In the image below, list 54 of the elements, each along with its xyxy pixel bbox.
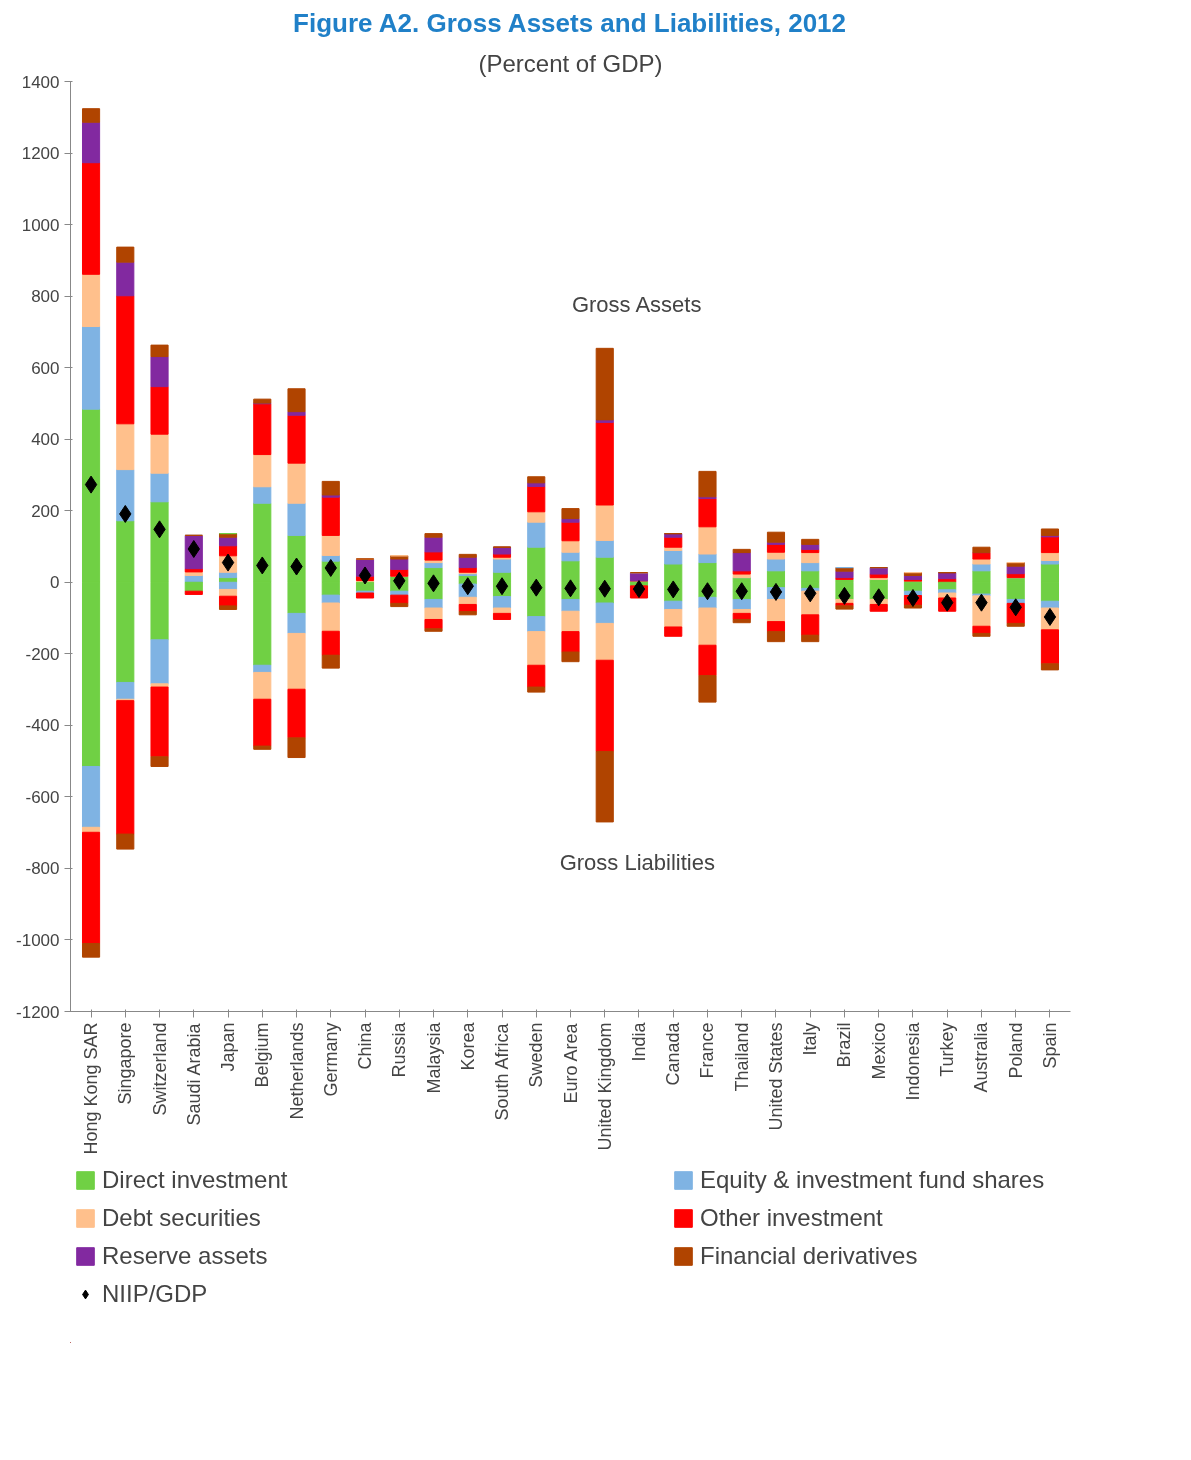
x-tick-label: India bbox=[628, 1021, 649, 1062]
x-tick-label: United Kingdom bbox=[594, 1022, 615, 1151]
legend-label: Direct investment bbox=[102, 1166, 289, 1194]
x-tick-label: Australia bbox=[971, 1021, 992, 1093]
legend-label: Financial derivatives bbox=[700, 1242, 919, 1270]
y-tick-label: -600 bbox=[25, 787, 60, 807]
y-tick-label: 1400 bbox=[21, 72, 60, 92]
x-tick-label: Japan bbox=[218, 1022, 239, 1072]
x-tick-label: Canada bbox=[663, 1021, 684, 1086]
y-tick-label: 600 bbox=[31, 358, 60, 378]
y-tick-label: 200 bbox=[31, 501, 60, 521]
x-tick-label: Saudi Arabia bbox=[183, 1022, 204, 1126]
x-tick-label: Turkey bbox=[937, 1022, 958, 1077]
x-tick-label: Hong Kong SAR bbox=[81, 1022, 102, 1155]
x-tick-label: Brazil bbox=[834, 1022, 855, 1068]
legend-label: NIIP/GDP bbox=[102, 1280, 209, 1308]
x-tick-label: Thailand bbox=[731, 1022, 752, 1092]
y-tick-label: 0 bbox=[50, 573, 60, 593]
legend-label: Equity & investment fund shares bbox=[700, 1166, 1046, 1194]
x-tick-label: Switzerland bbox=[149, 1022, 170, 1116]
y-tick-label: 1200 bbox=[21, 144, 60, 164]
x-tick-label: Spain bbox=[1039, 1022, 1060, 1069]
y-tick-label: 1000 bbox=[21, 215, 60, 235]
y-tick-label: -1000 bbox=[16, 930, 60, 950]
x-tick-label: Italy bbox=[800, 1022, 821, 1056]
annotation: Gross Assets bbox=[571, 292, 702, 318]
chart-subtitle: (Percent of GDP) bbox=[478, 49, 663, 77]
legend-label: Debt securities bbox=[102, 1204, 262, 1232]
x-tick-label: Belgium bbox=[252, 1022, 273, 1088]
x-tick-label: South Africa bbox=[492, 1022, 513, 1121]
y-tick-label: -400 bbox=[25, 716, 60, 736]
legend-label: Other investment bbox=[700, 1204, 884, 1232]
y-tick-label: 400 bbox=[31, 430, 60, 450]
x-tick-label: Netherlands bbox=[286, 1022, 307, 1120]
x-tick-label: United States bbox=[765, 1022, 786, 1131]
x-tick-label: Korea bbox=[457, 1021, 478, 1071]
y-tick-label: 800 bbox=[31, 287, 60, 307]
x-tick-label: France bbox=[697, 1022, 718, 1079]
x-tick-label: Mexico bbox=[868, 1022, 889, 1080]
x-tick-label: China bbox=[355, 1021, 376, 1070]
x-tick-label: Germany bbox=[320, 1022, 341, 1097]
x-tick-label: Euro Area bbox=[560, 1022, 581, 1104]
x-tick-label: Singapore bbox=[115, 1022, 136, 1105]
y-tick-label: -800 bbox=[25, 859, 60, 879]
y-tick-label: -200 bbox=[25, 644, 60, 664]
annotation: Gross Liabilities bbox=[559, 850, 715, 876]
x-tick-label: Sweden bbox=[526, 1022, 547, 1088]
y-tick-label: -1200 bbox=[16, 1002, 60, 1022]
x-tick-label: Malaysia bbox=[423, 1021, 444, 1094]
legend-label: Reserve assets bbox=[102, 1242, 269, 1270]
x-tick-label: Poland bbox=[1005, 1022, 1026, 1079]
x-tick-label: Indonesia bbox=[902, 1021, 923, 1101]
x-tick-label: Russia bbox=[389, 1021, 410, 1078]
chart-title: Figure A2. Gross Assets and Liabilities, 2012 bbox=[293, 7, 847, 38]
